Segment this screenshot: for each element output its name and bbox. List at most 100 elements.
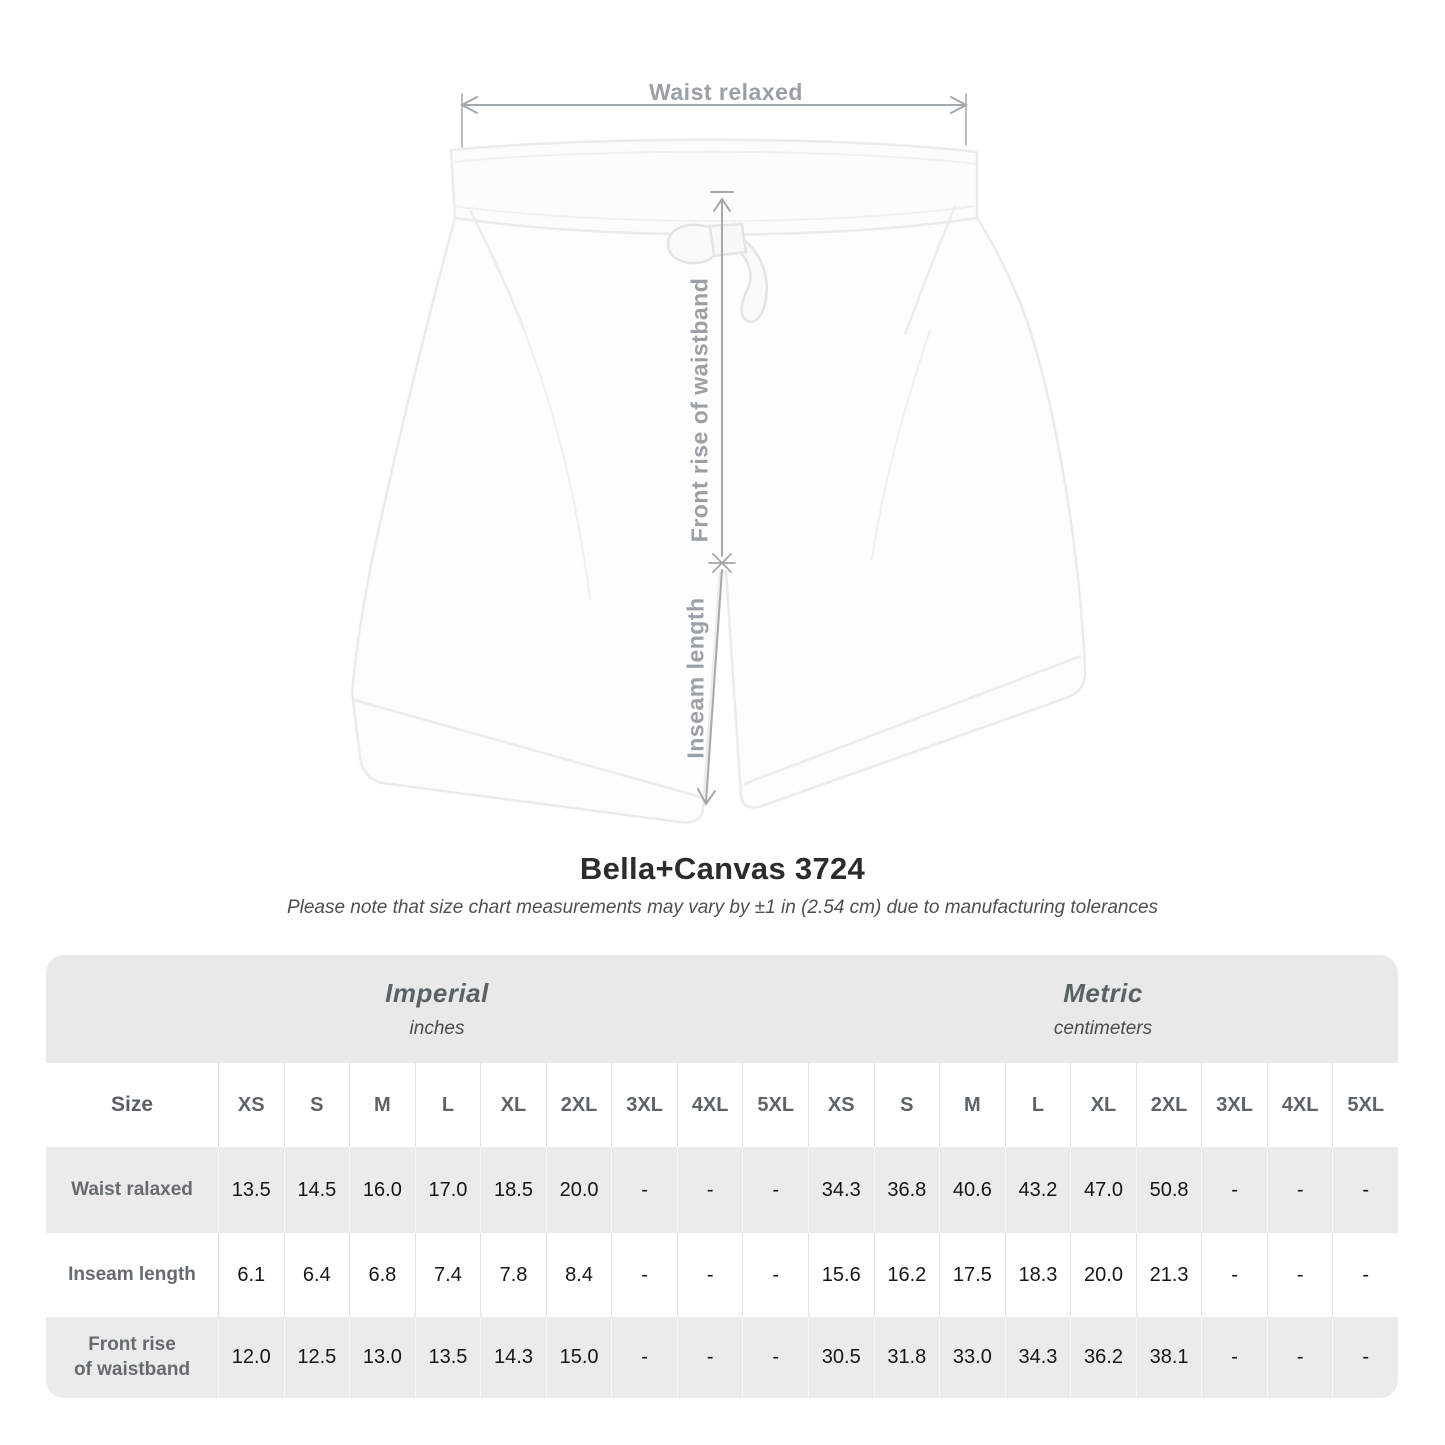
size-label: 3XL [1216,1093,1253,1116]
size-header-row: Size XS S M L XL 2XL 3XL 4XL 5XL XS S M … [46,1063,1398,1147]
size-header-imperial-3xl: 3XL [611,1063,677,1147]
cell-value: 31.8 [887,1346,927,1368]
cell-value: 33.0 [952,1346,992,1368]
cell-value: - [706,1178,714,1201]
cell-value: - [772,1263,780,1286]
value-cell: - [1332,1147,1398,1233]
cell-value: 18.3 [1018,1263,1058,1286]
size-header-imperial-2xl: 2XL [545,1063,612,1147]
size-header-imperial-m: M [349,1063,415,1147]
metric-header: Metric centimeters [808,955,1398,1063]
value-cell: - [611,1317,677,1398]
value-cell: 36.2 [1070,1317,1136,1398]
value-cell: 34.3 [808,1147,874,1233]
row-label: Inseam length [68,1263,196,1285]
cell-value: 15.6 [821,1263,861,1286]
size-header-imperial-4xl: 4XL [676,1063,743,1147]
size-header-imperial-l: L [414,1063,481,1147]
size-column-title-cell: Size [46,1063,218,1147]
value-cell: 16.0 [349,1147,415,1233]
cell-value: - [772,1346,780,1368]
value-cell: 13.0 [349,1317,415,1398]
size-header-metric-4xl: 4XL [1266,1063,1333,1147]
cell-value: 13.5 [428,1346,468,1368]
cell-value: - [1362,1263,1370,1286]
cell-value: 13.0 [362,1346,402,1368]
table-row-inseam: Inseam length 6.1 6.4 6.8 7.4 7.8 8.4 - … [46,1233,1398,1317]
value-cell: 43.2 [1004,1147,1071,1233]
value-cell: 7.4 [414,1233,481,1317]
value-cell: - [1332,1317,1398,1398]
waist-relaxed-arrow [459,93,969,148]
shorts-illustration [350,138,1087,824]
size-label: XL [500,1093,527,1116]
value-cell: 50.8 [1135,1147,1202,1233]
value-cell: 20.0 [545,1147,612,1233]
size-header-metric-l: L [1004,1063,1071,1147]
page-title: Bella+Canvas 3724 [579,851,866,886]
product-measurement-figure: Waist relaxed Front rise of waistband In… [350,79,1087,824]
cell-value: - [1296,1178,1304,1201]
size-header-imperial-xl: XL [480,1063,546,1147]
value-cell: - [1201,1233,1267,1317]
cell-value: - [1296,1263,1304,1286]
waist-relaxed-annotation-label: Waist relaxed [649,79,803,105]
cell-value: - [1231,1346,1238,1368]
cell-value: 30.5 [821,1346,861,1368]
row-label-cell: Waist ralaxed [46,1147,218,1233]
value-cell: 8.4 [545,1233,612,1317]
value-cell: 12.0 [218,1317,284,1398]
value-cell: 18.3 [1004,1233,1071,1317]
size-label: L [441,1093,455,1116]
row-label: Waist ralaxed [71,1178,193,1200]
value-cell: - [1266,1147,1333,1233]
cell-value: 43.2 [1018,1178,1058,1201]
cell-value: 6.4 [302,1263,331,1286]
value-cell: 30.5 [808,1317,874,1398]
value-cell: 16.2 [873,1233,940,1317]
size-label: 4XL [1281,1093,1319,1116]
imperial-title: Imperial [385,978,489,1008]
cell-value: - [1231,1178,1238,1201]
value-cell: 17.5 [939,1233,1005,1317]
left-pocket-slit [468,209,527,333]
value-cell: 14.3 [480,1317,546,1398]
size-label: 3XL [626,1093,663,1116]
value-cell: - [676,1233,743,1317]
value-cell: 7.8 [480,1233,546,1317]
row-label-cell: Front rise of waistband [46,1317,218,1398]
size-label: 5XL [1347,1093,1385,1116]
size-header-imperial-xs: XS [218,1063,284,1147]
metric-unit: centimeters [1053,1018,1153,1039]
value-cell: 15.0 [545,1317,612,1398]
shorts-diagram [350,93,1087,824]
cell-value: 40.6 [952,1178,992,1201]
value-cell: 14.5 [283,1147,350,1233]
cell-value: 20.0 [1084,1263,1123,1286]
cell-value: - [706,1346,714,1368]
cell-value: 8.4 [565,1263,593,1286]
value-cell: - [1266,1233,1333,1317]
size-header-metric-5xl: 5XL [1332,1063,1398,1147]
row-label-line2: of waistband [73,1358,191,1380]
size-label: XS [827,1093,855,1116]
size-label: 4XL [691,1093,729,1116]
value-cell: - [742,1317,808,1398]
cell-value: - [641,1346,648,1368]
size-header-metric-3xl: 3XL [1201,1063,1267,1147]
size-label: M [374,1093,391,1116]
cell-value: - [772,1178,780,1201]
value-cell: - [1201,1317,1267,1398]
value-cell: 40.6 [939,1147,1005,1233]
size-label: L [1031,1093,1045,1116]
cell-value: - [641,1178,648,1201]
cell-value: 47.0 [1084,1178,1123,1201]
size-label: S [310,1093,324,1116]
cell-value: 12.5 [297,1346,337,1368]
value-cell: 6.4 [283,1233,350,1317]
cell-value: - [1362,1178,1370,1201]
value-cell: 17.0 [414,1147,481,1233]
cell-value: 34.3 [821,1178,861,1201]
size-header-metric-s: S [873,1063,940,1147]
value-cell: - [676,1317,743,1398]
